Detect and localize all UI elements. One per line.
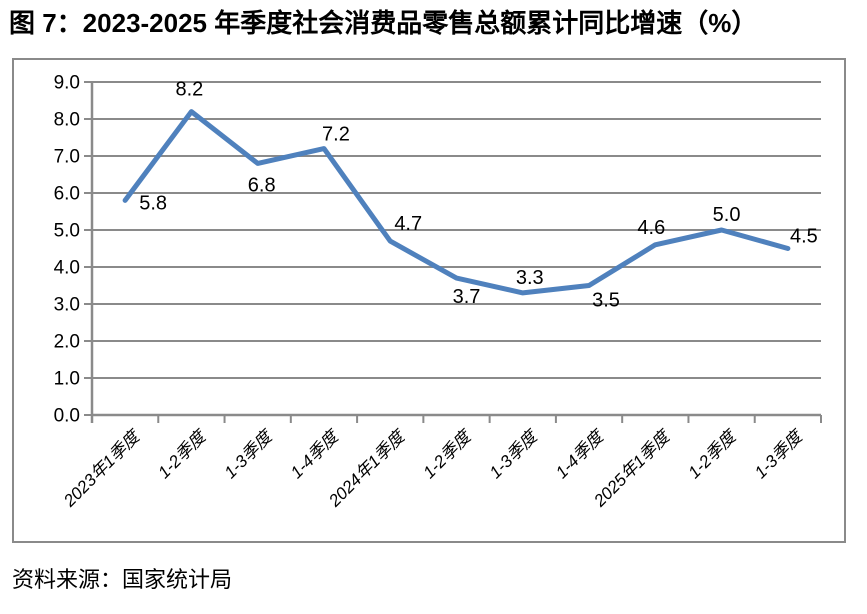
x-tick-label: 1-4季度 <box>552 425 609 482</box>
source-note: 资料来源：国家统计局 <box>12 567 233 592</box>
data-label: 8.2 <box>176 79 204 101</box>
data-label: 6.8 <box>248 174 276 196</box>
y-tick-label: 7.0 <box>54 147 80 168</box>
x-tick-label: 1-2季度 <box>154 425 211 482</box>
y-tick-label: 3.0 <box>54 295 80 316</box>
line-chart: 5.8 8.2 6.8 7.2 4.7 3.7 3.3 3.5 4.6 5.0 4.5 0.0 1.0 2… <box>54 73 822 511</box>
y-axis-labels: 0.0 1.0 2.0 3.0 4.0 5.0 6.0 7.0 8.0 9.0 <box>54 73 80 427</box>
data-labels: 5.8 8.2 6.8 7.2 4.7 3.7 3.3 3.5 4.6 5.0 4.5 <box>139 79 818 312</box>
x-tick-label: 1-3季度 <box>751 425 808 482</box>
x-tick-label: 1-4季度 <box>287 425 344 482</box>
y-tick-label: 8.0 <box>54 110 80 131</box>
x-tick-label: 1-3季度 <box>486 425 543 482</box>
gridlines <box>92 81 821 379</box>
y-tick-label: 4.0 <box>54 258 80 279</box>
chart-frame: 5.8 8.2 6.8 7.2 4.7 3.7 3.3 3.5 4.6 5.0 4.5 0.0 1.0 2… <box>12 58 846 543</box>
data-label: 4.7 <box>394 213 422 235</box>
data-label: 3.5 <box>592 290 620 312</box>
x-tick-label: 2023年1季度 <box>59 425 145 511</box>
y-tick-label: 2.0 <box>54 332 80 353</box>
data-label: 5.0 <box>713 204 741 226</box>
y-tick-label: 6.0 <box>54 184 80 205</box>
x-tick-label: 1-3季度 <box>221 425 278 482</box>
series-line <box>122 109 791 296</box>
axes <box>84 81 822 423</box>
data-label: 4.6 <box>637 217 665 239</box>
y-tick-label: 5.0 <box>54 221 80 242</box>
data-series <box>122 109 791 296</box>
data-label: 7.2 <box>322 124 350 146</box>
data-label: 5.8 <box>139 192 167 214</box>
y-tick-label: 1.0 <box>54 369 80 390</box>
y-tick-label: 9.0 <box>54 73 80 94</box>
data-label: 4.5 <box>790 226 818 248</box>
x-tick-label: 1-2季度 <box>685 425 742 482</box>
y-tick-label: 0.0 <box>54 406 80 427</box>
figure-title: 图 7：2023-2025 年季度社会消费品零售总额累计同比增速（%） <box>9 8 758 38</box>
data-label: 3.3 <box>516 267 544 289</box>
data-label: 3.7 <box>453 286 481 308</box>
x-tick-label: 1-2季度 <box>419 425 476 482</box>
